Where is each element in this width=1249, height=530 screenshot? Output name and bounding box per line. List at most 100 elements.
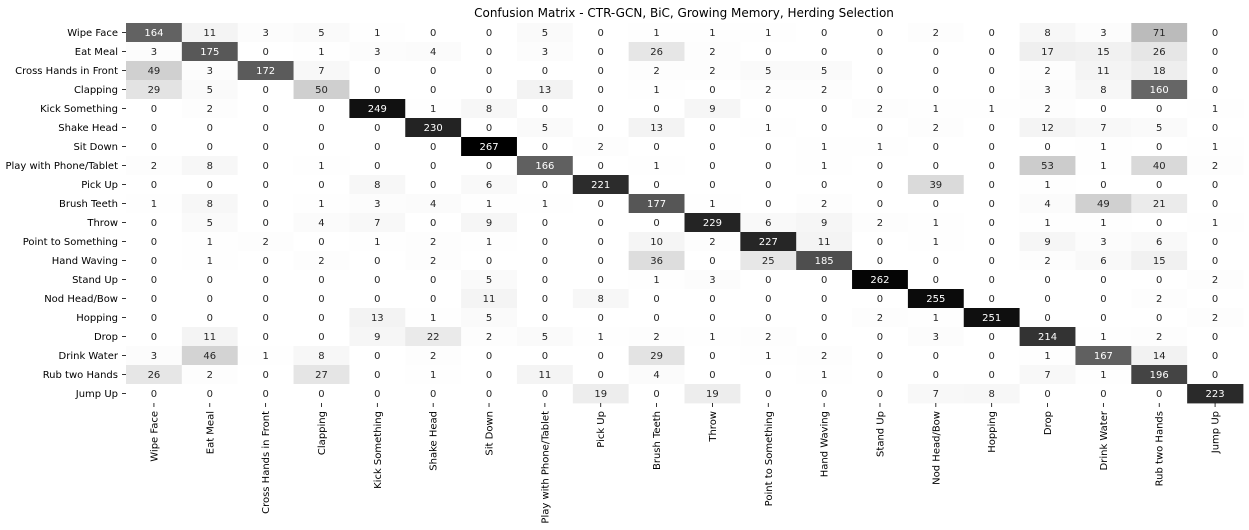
cell-value: 3 — [933, 332, 939, 343]
y-tick-label-eat-meal: Eat Meal — [75, 47, 118, 58]
y-tick-label-drop: Drop — [94, 332, 118, 343]
cell-value: 0 — [151, 237, 157, 248]
cell-value: 227 — [759, 237, 778, 248]
cell-value: 0 — [877, 161, 883, 172]
heatmap-cell — [1075, 61, 1132, 81]
cell-value: 1 — [653, 275, 659, 286]
heatmap-cell — [349, 99, 406, 119]
heatmap-cell — [126, 99, 183, 119]
cell-value: 0 — [1100, 275, 1106, 286]
heatmap-cell — [237, 80, 294, 100]
cell-value: 7 — [374, 218, 380, 229]
heatmap-cell — [1075, 365, 1132, 385]
cell-value: 0 — [262, 332, 268, 343]
cell-value: 15 — [1097, 47, 1110, 58]
heatmap-cell — [963, 251, 1020, 271]
heatmap-cell — [1075, 327, 1132, 347]
cell-value: 0 — [988, 218, 994, 229]
cell-value: 1 — [765, 123, 771, 134]
cell-value: 0 — [1044, 142, 1050, 153]
heatmap-cell — [572, 61, 630, 81]
cell-value: 0 — [598, 85, 604, 96]
heatmap-cell — [796, 194, 853, 214]
cell-value: 0 — [877, 123, 883, 134]
heatmap-cell — [907, 80, 965, 100]
heatmap-cell — [628, 137, 685, 157]
heatmap-cell — [516, 213, 574, 233]
heatmap-cell — [1075, 194, 1132, 214]
cell-value: 0 — [318, 332, 324, 343]
heatmap-cell — [628, 118, 685, 138]
cell-value: 1 — [933, 237, 939, 248]
heatmap-cell — [1019, 346, 1076, 366]
heatmap-cell — [684, 346, 741, 366]
cell-value: 0 — [598, 66, 604, 77]
heatmap-cell — [907, 213, 965, 233]
cell-value: 2 — [877, 104, 883, 115]
cell-value: 0 — [933, 275, 939, 286]
heatmap-cell — [963, 232, 1020, 252]
cell-value: 1 — [430, 313, 436, 324]
heatmap-cell — [181, 346, 239, 366]
cell-value: 11 — [203, 28, 216, 39]
cell-value: 9 — [486, 218, 492, 229]
heatmap-cell — [516, 365, 574, 385]
cell-value: 0 — [709, 313, 715, 324]
heatmap-cell — [572, 99, 630, 119]
cell-value: 0 — [542, 389, 548, 400]
cell-value: 4 — [430, 199, 436, 210]
x-tick-label-jump-up: Jump Up — [1211, 411, 1222, 454]
heatmap-cell — [963, 156, 1020, 176]
cell-value: 0 — [1212, 256, 1218, 267]
heatmap-cell — [1131, 137, 1188, 157]
cell-value: 0 — [374, 389, 380, 400]
heatmap-cell — [126, 289, 183, 309]
cell-value: 2 — [1212, 275, 1218, 286]
heatmap-cell — [628, 194, 685, 214]
cell-value: 2 — [653, 66, 659, 77]
heatmap-cell — [572, 80, 630, 100]
heatmap-cell — [293, 232, 350, 252]
heatmap-cells: 164 11 3 5 1 0 0 5 0 1 1 1 0 0 2 0 8 3 71 03 175 0 1 3 4 0 3 0 26 2 0 0… — [126, 23, 1244, 404]
y-tick-label-jump-up: Jump Up — [75, 389, 118, 400]
heatmap-cell — [1131, 99, 1188, 119]
cell-value: 0 — [877, 180, 883, 191]
heatmap-cell — [1187, 118, 1244, 138]
heatmap-cell — [684, 175, 741, 195]
heatmap-cell — [181, 308, 239, 328]
heatmap-cell — [516, 23, 574, 43]
heatmap-cell — [461, 175, 518, 195]
heatmap-cell — [1187, 346, 1244, 366]
cell-value: 1 — [709, 199, 715, 210]
cell-value: 0 — [1212, 294, 1218, 305]
cell-value: 0 — [542, 180, 548, 191]
cell-value: 2 — [709, 47, 715, 58]
heatmap-cell — [628, 384, 685, 404]
heatmap-cell — [293, 42, 350, 62]
cell-value: 0 — [877, 332, 883, 343]
heatmap-cell — [181, 80, 239, 100]
cell-value: 8 — [1044, 28, 1050, 39]
cell-value: 2 — [709, 237, 715, 248]
cell-value: 2 — [1156, 332, 1162, 343]
heatmap-cell — [572, 137, 630, 157]
cell-value: 177 — [647, 199, 666, 210]
heatmap-cell — [405, 80, 462, 100]
cell-value: 49 — [148, 66, 161, 77]
heatmap-cell — [405, 137, 462, 157]
cell-value: 0 — [988, 351, 994, 362]
heatmap-cell — [126, 80, 183, 100]
cell-value: 6 — [765, 218, 771, 229]
heatmap-cell — [740, 384, 797, 404]
cell-value: 0 — [598, 161, 604, 172]
cell-value: 1 — [486, 199, 492, 210]
cell-value: 1 — [151, 199, 157, 210]
cell-value: 0 — [1156, 313, 1162, 324]
heatmap-cell — [1187, 232, 1244, 252]
cell-value: 0 — [486, 161, 492, 172]
cell-value: 0 — [318, 123, 324, 134]
heatmap-cell — [237, 308, 294, 328]
heatmap-cell — [461, 194, 518, 214]
heatmap-cell — [181, 384, 239, 404]
heatmap-cell — [1019, 213, 1076, 233]
